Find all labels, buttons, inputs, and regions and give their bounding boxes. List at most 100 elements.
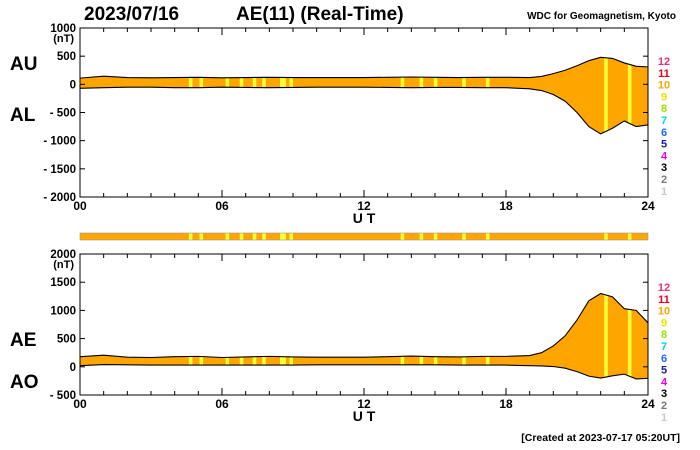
station-coverage-frame	[79, 232, 649, 241]
station-count-legend-item: 10	[658, 306, 670, 318]
station-coverage-strip	[80, 233, 648, 240]
station-count-legend-item: 12	[658, 56, 670, 68]
curve-label-ao: AO	[10, 372, 39, 393]
station-band-1-11	[462, 77, 466, 88]
station-count-legend-item: 9	[661, 91, 667, 103]
station-coverage-band-5	[262, 233, 266, 240]
header-date: 2023/07/16	[84, 4, 180, 25]
y-tick-label: - 2000	[43, 192, 76, 204]
curve-label-au: AU	[10, 54, 37, 75]
plot-frame-panel-2	[79, 253, 649, 396]
station-band-2-1	[199, 356, 204, 366]
station-coverage-band-12	[485, 233, 490, 240]
envelope-fill-panel-1	[80, 57, 648, 134]
y-tick-label: 2000	[50, 249, 76, 261]
station-band-2-4	[252, 356, 257, 366]
plot-frame-panel-1	[79, 27, 649, 198]
station-count-legend-item: 3	[661, 388, 667, 400]
x-tick-label: 24	[641, 397, 655, 411]
station-coverage-band-13	[604, 233, 608, 240]
x-tick-label: 00	[73, 397, 87, 411]
y-tick-label: 1500	[50, 277, 76, 289]
x-tick-label: 24	[641, 199, 655, 213]
station-count-legend-item: 1	[661, 186, 667, 198]
station-band-2-7	[289, 356, 293, 366]
curve-line-au	[79, 56, 649, 79]
station-count-legend-item: 2	[661, 174, 667, 186]
station-band-2-11	[462, 356, 466, 366]
station-band-1-8	[400, 77, 405, 88]
station-band-2-3	[239, 356, 244, 366]
y-tick-label: 0	[70, 79, 76, 91]
curve-label-al: AL	[10, 105, 36, 126]
created-timestamp: [Created at 2023-07-17 05:20UT]	[521, 432, 680, 444]
chart-title: AE(11) (Real-Time)	[236, 4, 404, 25]
station-coverage-band-11	[462, 233, 466, 240]
station-coverage-band-7	[289, 233, 293, 240]
x-axis-title: U T	[353, 408, 376, 424]
station-band-2-13	[604, 294, 608, 378]
curve-line-ao	[79, 363, 649, 380]
station-band-1-0	[188, 77, 193, 88]
x-tick-label: 06	[215, 199, 229, 213]
x-tick-label: 18	[499, 199, 513, 213]
curve-line-ae	[79, 292, 649, 359]
station-count-legend-item: 3	[661, 162, 667, 174]
station-band-1-14	[627, 63, 632, 125]
station-band-1-13	[604, 57, 608, 133]
y-tick-label: - 1500	[43, 164, 76, 176]
station-coverage-band-3	[239, 233, 244, 240]
station-count-legend-item: 6	[661, 127, 667, 139]
station-band-1-9	[419, 77, 424, 88]
x-axis-title: U T	[353, 210, 376, 226]
station-count-legend-item: 5	[661, 365, 667, 377]
station-count-legend-item: 4	[661, 376, 668, 388]
station-coverage-band-0	[188, 233, 193, 240]
station-band-1-5	[262, 77, 266, 88]
station-band-1-7	[289, 77, 293, 88]
station-band-1-3	[239, 77, 244, 88]
station-count-legend-item: 5	[661, 139, 667, 151]
station-band-2-2	[225, 357, 230, 366]
station-band-1-6	[279, 77, 286, 88]
station-count-legend-item: 11	[658, 68, 670, 80]
y-tick-label: - 1000	[43, 136, 76, 148]
y-tick-label: - 500	[50, 390, 76, 402]
unit-label: (nT)	[53, 259, 74, 271]
envelope-fill-panel-2	[80, 293, 648, 379]
x-tick-label: 12	[357, 199, 371, 213]
station-band-1-10	[433, 77, 438, 88]
station-count-legend-item: 9	[661, 317, 667, 329]
y-tick-label: 1000	[50, 305, 76, 317]
station-count-legend-item: 7	[661, 115, 667, 127]
station-coverage-band-4	[252, 233, 257, 240]
station-band-2-0	[188, 356, 193, 366]
station-count-legend-item: 8	[661, 103, 667, 115]
station-band-1-1	[199, 77, 204, 88]
y-tick-label: 500	[57, 334, 76, 346]
station-count-legend-item: 4	[661, 150, 668, 162]
station-band-2-12	[485, 356, 490, 366]
station-count-legend-item: 8	[661, 329, 667, 341]
y-tick-label: - 500	[50, 108, 76, 120]
station-coverage-band-14	[627, 233, 632, 240]
station-band-2-5	[262, 356, 266, 366]
station-band-1-12	[485, 77, 490, 88]
station-count-legend-item: 11	[658, 294, 670, 306]
station-band-2-6	[279, 356, 286, 366]
station-band-2-8	[400, 356, 405, 365]
station-coverage-band-9	[419, 233, 424, 240]
station-band-1-2	[225, 77, 230, 88]
station-band-2-10	[433, 356, 438, 365]
station-coverage-band-8	[400, 233, 405, 240]
data-source-label: WDC for Geomagnetism, Kyoto	[527, 11, 676, 22]
station-coverage-band-10	[433, 233, 438, 240]
x-tick-label: 00	[73, 199, 87, 213]
station-count-legend-item: 7	[661, 341, 667, 353]
station-count-legend-item: 2	[661, 400, 667, 412]
station-count-legend-item: 12	[658, 282, 670, 294]
y-tick-label: 0	[70, 362, 76, 374]
station-coverage-band-6	[279, 233, 286, 240]
station-coverage-band-1	[199, 233, 204, 240]
